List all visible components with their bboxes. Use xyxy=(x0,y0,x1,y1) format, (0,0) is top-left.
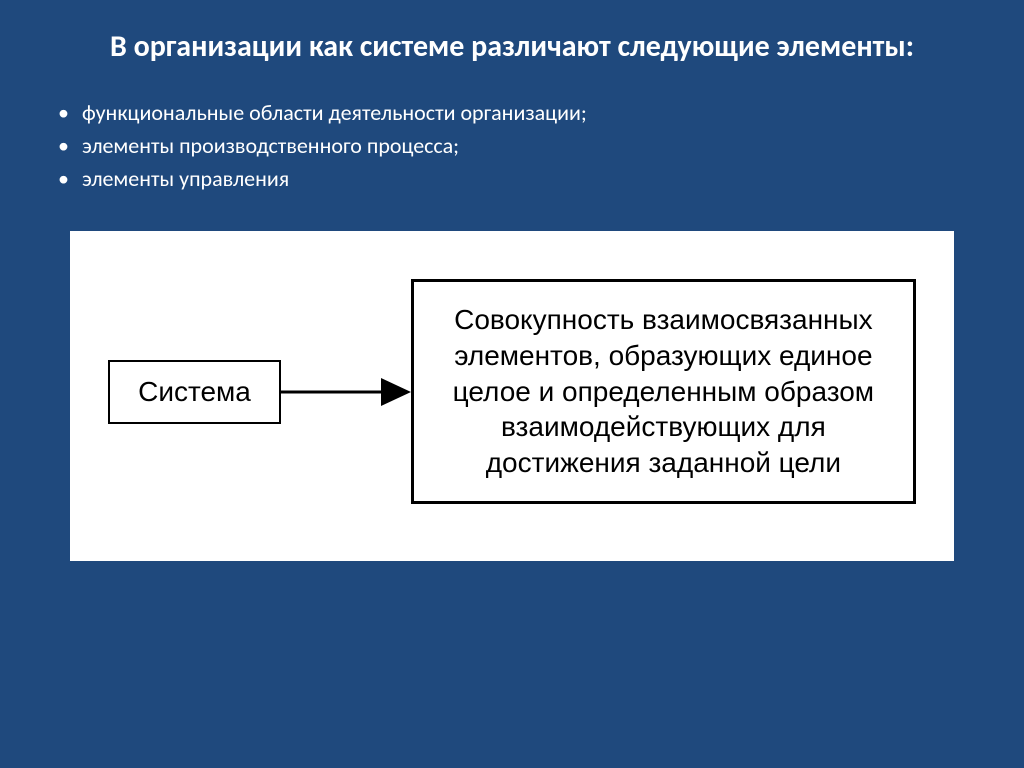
slide-title: В организации как системе различают след… xyxy=(40,28,984,66)
bullet-list: функциональные области деятельности орга… xyxy=(40,96,984,195)
diagram-node-right: Совокупность взаимосвязанных элементов, … xyxy=(411,279,916,504)
diagram-node-left: Система xyxy=(108,360,281,424)
bullet-item: функциональные области деятельности орга… xyxy=(58,96,984,129)
diagram-inner: Система Совокупность взаимосвязанных эле… xyxy=(100,271,924,513)
slide: В организации как системе различают след… xyxy=(0,0,1024,768)
diagram-container: Система Совокупность взаимосвязанных эле… xyxy=(70,231,954,561)
bullet-item: элементы производственного процесса; xyxy=(58,129,984,162)
arrow-icon xyxy=(281,372,411,412)
bullet-item: элементы управления xyxy=(58,162,984,195)
